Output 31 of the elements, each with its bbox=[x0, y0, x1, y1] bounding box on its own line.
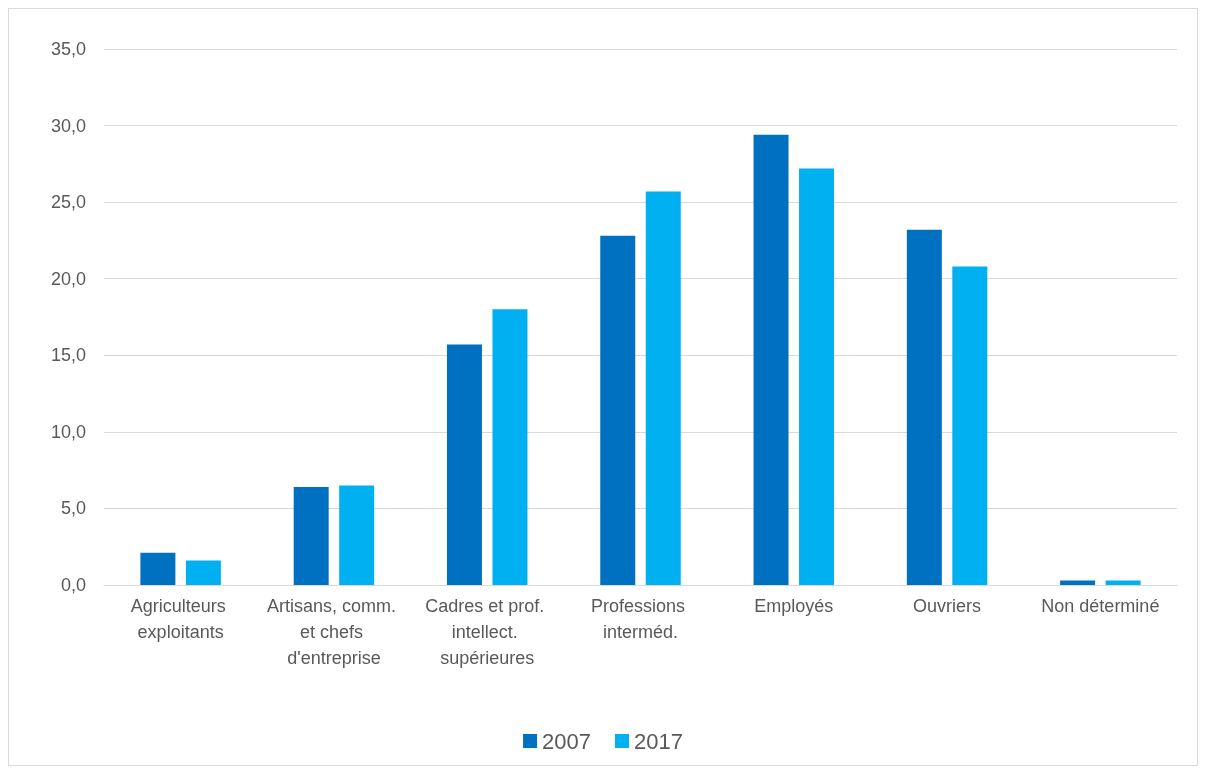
bar bbox=[600, 235, 636, 585]
bar bbox=[1060, 580, 1096, 585]
x-tick-label: Agriculteurs exploitants bbox=[130, 596, 231, 642]
y-tick-label: 20,0 bbox=[50, 268, 86, 289]
y-tick-label: 0,0 bbox=[60, 575, 86, 595]
x-tick-label: Artisans, comm. et chefs d'entreprise bbox=[266, 596, 401, 668]
legend-label: 2017 bbox=[634, 728, 683, 754]
y-tick-label: 25,0 bbox=[50, 192, 86, 213]
y-tick-label: 10,0 bbox=[50, 421, 86, 442]
bar bbox=[1105, 580, 1141, 585]
bar bbox=[799, 168, 835, 585]
x-tick-label: Ouvriers bbox=[913, 596, 982, 616]
bar bbox=[952, 266, 988, 585]
y-tick-label: 5,0 bbox=[60, 498, 86, 519]
x-tick-label: Non déterminé bbox=[1041, 596, 1160, 616]
x-tick-label: Professions interméd. bbox=[590, 596, 691, 642]
x-tick-label: Employés bbox=[754, 596, 834, 616]
bar bbox=[293, 486, 329, 585]
y-tick-label: 35,0 bbox=[50, 39, 86, 59]
y-tick-label: 15,0 bbox=[50, 345, 86, 366]
y-tick-label: 30,0 bbox=[50, 115, 86, 136]
bar bbox=[185, 560, 221, 585]
bar bbox=[753, 134, 789, 585]
bar bbox=[140, 552, 176, 585]
bar bbox=[492, 309, 528, 585]
x-tick-label: Cadres et prof. intellect. supérieures bbox=[425, 596, 550, 668]
bar bbox=[906, 229, 942, 585]
bar bbox=[645, 191, 681, 585]
bar bbox=[339, 485, 375, 585]
legend-label: 2007 bbox=[542, 728, 592, 754]
bar bbox=[446, 344, 482, 585]
